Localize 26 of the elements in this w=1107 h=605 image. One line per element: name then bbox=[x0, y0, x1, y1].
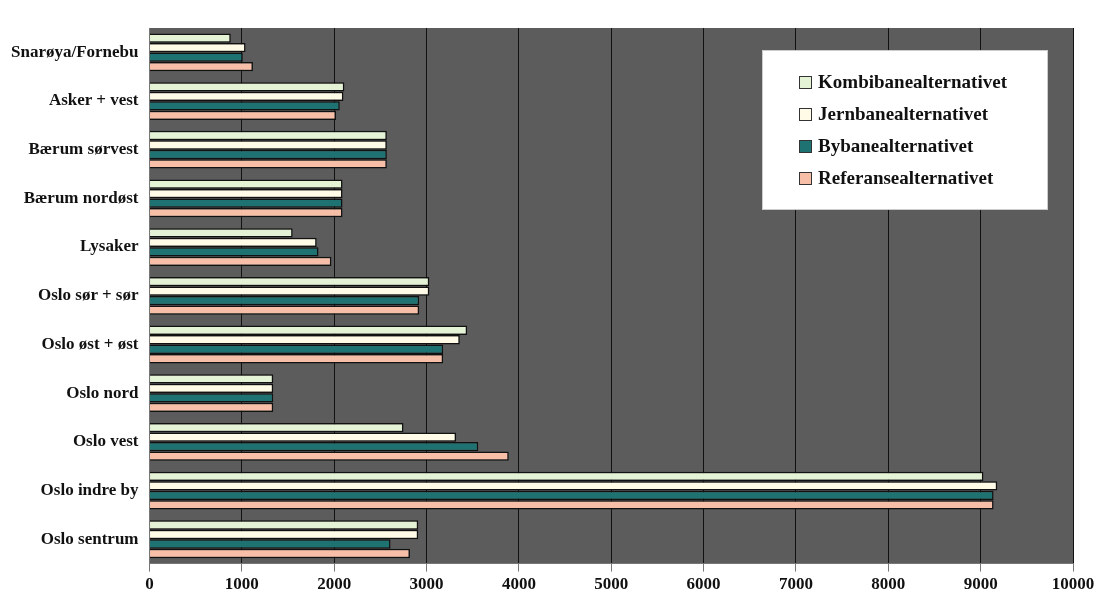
x-tick-label: 1000 bbox=[224, 574, 259, 594]
y-tick-label: Lysaker bbox=[79, 236, 139, 256]
x-tick-label: 3000 bbox=[409, 574, 444, 594]
legend-label: Bybanealternativet bbox=[818, 135, 974, 157]
x-tick-label: 9000 bbox=[963, 574, 998, 594]
y-tick-label: Oslo vest bbox=[72, 431, 139, 451]
x-tick-label: 10000 bbox=[1051, 574, 1095, 594]
x-tick-label: 7000 bbox=[778, 574, 813, 594]
y-tick-label: Oslo øst + øst bbox=[41, 333, 139, 353]
legend-label: Kombibanealternativet bbox=[818, 71, 1007, 93]
y-tick-label: Snarøya/Fornebu bbox=[10, 41, 139, 61]
x-tick-label: 8000 bbox=[871, 574, 906, 594]
y-tick-label: Bærum nordøst bbox=[23, 187, 139, 207]
x-tick-label: 2000 bbox=[317, 574, 352, 594]
x-tick-label: 0 bbox=[145, 574, 154, 594]
legend-label: Referansealternativet bbox=[818, 167, 994, 189]
legend-label: Jernbanealternativet bbox=[818, 103, 988, 125]
y-tick-label: Asker + vest bbox=[48, 90, 139, 110]
x-tick-label: 6000 bbox=[686, 574, 721, 594]
y-tick-label: Oslo sentrum bbox=[40, 528, 139, 548]
x-tick-label: 5000 bbox=[594, 574, 629, 594]
y-tick-label: Oslo sør + sør bbox=[38, 285, 139, 305]
y-tick-label: Oslo indre by bbox=[40, 479, 140, 499]
y-tick-label: Bærum sørvest bbox=[28, 139, 139, 159]
x-tick-label: 4000 bbox=[501, 574, 536, 594]
y-tick-label: Oslo nord bbox=[66, 382, 140, 402]
